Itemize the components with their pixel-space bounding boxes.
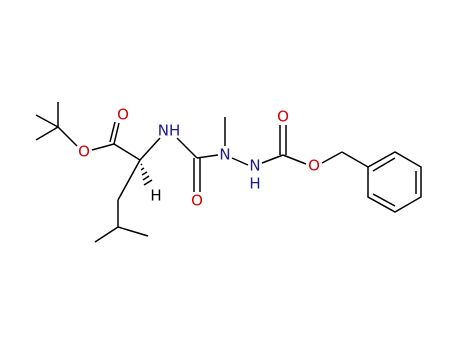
atom-labels: O O NH H O N N H O O — [78, 106, 320, 210]
atom-label: O — [277, 108, 289, 126]
atom-label: O — [78, 143, 90, 161]
atom-label: O — [191, 192, 203, 210]
atom-label: NH — [158, 122, 181, 140]
atom-label: N — [249, 157, 260, 175]
atom-label: H — [150, 187, 161, 205]
atom-label: O — [308, 157, 320, 175]
atom-label: N — [219, 146, 230, 164]
atom-label: O — [117, 106, 129, 124]
bonds — [35, 102, 422, 243]
atom-label: H — [249, 175, 260, 193]
hashed-wedge — [140, 163, 153, 186]
